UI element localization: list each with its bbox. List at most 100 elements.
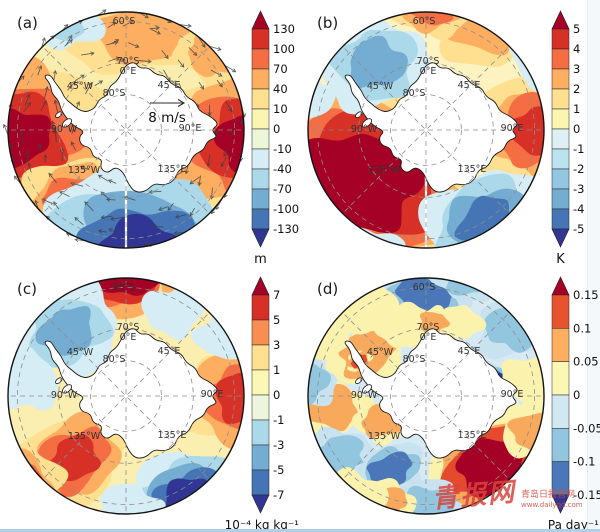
colorbar-tick-label: -10 (273, 142, 292, 156)
graticule-label: 135°W (368, 431, 401, 442)
graticule-label: 90°E (179, 123, 202, 134)
graticule-label: 135°W (68, 431, 101, 442)
colorbar-tick-label: 4 (573, 42, 580, 56)
island (355, 377, 363, 384)
island (361, 118, 373, 128)
panel-label: (d) (317, 280, 338, 298)
colorbar-tick-label: 100 (273, 42, 295, 56)
map-panel-c-humidity-anomaly: 60°S 70°S0°E 80°S 45°W 45°E 90°W 90°E 135°W 135°… (7, 276, 300, 532)
colorbar-tick-label: 1 (573, 102, 580, 116)
colorbar-tick-label: -7 (273, 488, 284, 502)
graticule-label: 135°E (458, 164, 487, 175)
colorbar-tick-label: 70 (273, 62, 288, 76)
colorbar-tick-label: 130 (273, 22, 295, 36)
colorbar-tick-label: 0 (573, 388, 580, 402)
colorbar-upper-arrow (251, 10, 270, 30)
island (55, 111, 63, 118)
graticule (8, 12, 244, 248)
graticule-label: 60°S (413, 16, 436, 27)
colorbar-tick-label: -5 (573, 222, 584, 236)
graticule-label: 90°W (51, 124, 78, 135)
island (355, 111, 363, 118)
map-boundary (7, 11, 245, 249)
colorbar: 5 4 3 2 1 0 -1 -2 -3 -4 -5 K (551, 10, 584, 266)
colorbar-tick-label: -130 (273, 222, 299, 236)
graticule (8, 278, 244, 514)
colorbar-unit-label: Pa day⁻¹ (548, 518, 599, 532)
graticule-label: 0°E (420, 66, 437, 77)
colorbar-lower-arrow (551, 494, 570, 514)
reference-vector-label: 8 m/s (148, 110, 186, 126)
panel-label: (b) (317, 14, 338, 32)
map-boundary (7, 277, 245, 515)
graticule-label: 45°W (367, 81, 394, 92)
colorbar-tick-label: 0 (273, 122, 280, 136)
colorbar-tick-label: -70 (273, 182, 292, 196)
colorbar-tick-label: -2 (573, 162, 584, 176)
colorbar-tick-label: 2 (573, 82, 580, 96)
island (61, 118, 73, 128)
colorbar-upper-arrow (551, 10, 570, 30)
colorbar-tick-label: -0.1 (573, 455, 595, 469)
graticule-label: 135°E (158, 164, 187, 175)
island (61, 384, 73, 394)
colorbar-tick-label: 10 (273, 102, 288, 116)
colorbar-tick-label: -1 (273, 413, 284, 427)
graticule-label: 80°S (403, 354, 426, 365)
graticule-label: 70°S (117, 56, 140, 67)
colorbar-tick-label: -0.05 (573, 421, 600, 435)
graticule-label: 90°W (351, 124, 378, 135)
map-panel-d-omega-anomaly: 60°S 70°S0°E 80°S 45°W 45°E 90°W 90°E 135°W 135°… (307, 276, 600, 532)
colorbar-tick-label: -0.15 (573, 488, 600, 502)
graticule-label: 135°W (68, 165, 101, 176)
colorbar-tick-label: 0.1 (573, 321, 591, 335)
graticule-label: 90°E (501, 389, 524, 400)
colorbar-tick-label: -1 (573, 142, 584, 156)
colorbar-upper-arrow (551, 276, 570, 296)
map-boundary (307, 277, 545, 515)
colorbar-unit-label: m (254, 252, 267, 266)
graticule-label: 60°S (413, 282, 436, 293)
colorbar-tick-label: -3 (573, 182, 584, 196)
colorbar-unit-label: 10⁻⁴ kg kg⁻¹ (225, 518, 300, 532)
colorbar-lower-arrow (251, 494, 270, 514)
graticule-label: 90°W (51, 390, 78, 401)
reference-vector (150, 99, 186, 107)
graticule-label: 45°E (458, 346, 481, 357)
graticule-label: 45°E (158, 80, 181, 91)
panel-label: (c) (17, 280, 37, 298)
colorbar-tick-label: 0 (573, 122, 580, 136)
colorbar-tick-label: -100 (273, 202, 299, 216)
graticule-label: 70°S (417, 56, 440, 67)
map-boundary (307, 11, 545, 249)
graticule-label: 80°S (103, 88, 126, 99)
graticule-label: 45°W (67, 347, 94, 358)
graticule-label: 135°W (368, 165, 401, 176)
colorbar-tick-label: -5 (273, 463, 284, 477)
graticule (308, 12, 544, 248)
graticule-label: 60°S (113, 282, 136, 293)
graticule-label: 45°E (158, 346, 181, 357)
graticule-label: 135°E (458, 430, 487, 441)
colorbar-tick-label: -4 (573, 202, 584, 216)
colorbar-tick-label: 3 (273, 338, 280, 352)
colorbar-tick-label: 3 (573, 62, 580, 76)
colorbar-tick-label: 5 (273, 313, 280, 327)
colorbar-tick-label: -3 (273, 438, 284, 452)
graticule-label: 70°S (117, 322, 140, 333)
graticule-label: 45°E (458, 80, 481, 91)
panel-label: (a) (17, 14, 38, 32)
colorbar-tick-label: 0.15 (573, 288, 599, 302)
colorbar-tick-label: 1 (273, 363, 280, 377)
page-right-margin (587, 0, 600, 532)
colorbar-lower-arrow (551, 228, 570, 248)
map-panel-a-height-anomaly: 60°S 70°S0°E 80°S 45°W 45°E 90°W 90°E 135°W 135°… (2, 9, 299, 266)
graticule-label: 90°E (201, 389, 224, 400)
graticule-label: 45°W (67, 81, 94, 92)
colorbar: 0.15 0.1 0.05 0 -0.05 -0.1 -0.15 Pa day⁻¹ (548, 276, 600, 532)
colorbar-lower-arrow (251, 228, 270, 248)
colorbar-unit-label: K (556, 252, 565, 266)
colorbar-tick-label: 40 (273, 82, 288, 96)
